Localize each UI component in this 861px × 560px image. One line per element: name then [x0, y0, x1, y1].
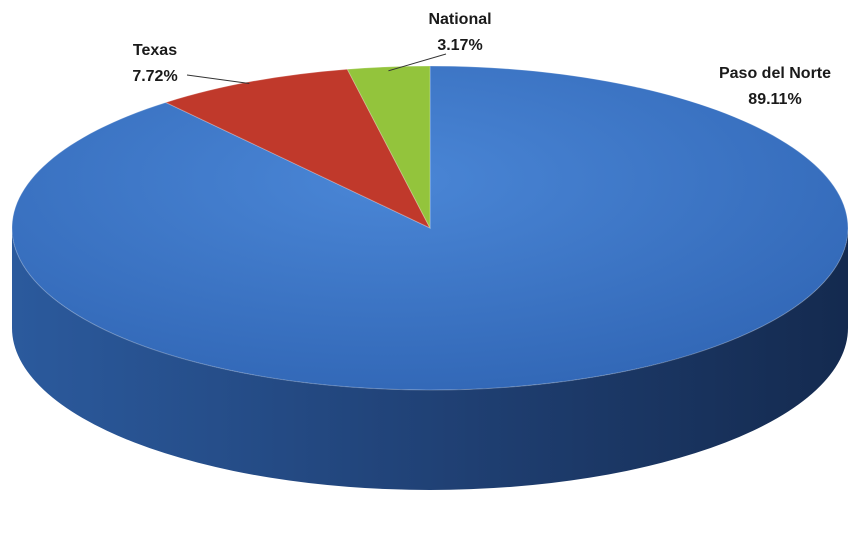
slice-value-texas: 7.72%	[132, 68, 177, 85]
pie-slice-national	[346, 65, 431, 229]
leader-line-texas	[186, 74, 250, 85]
leader-line-national	[388, 53, 447, 72]
slice-value-paso-del-norte: 89.11%	[748, 91, 801, 108]
pie-slice-paso-del-norte	[11, 65, 849, 391]
pie-label-layer: Paso del Norte 89.11% Texas 7.72% National 3.…	[132, 11, 831, 108]
pie-side-paso-del-norte	[12, 228, 848, 490]
slice-label-national: National	[428, 11, 491, 28]
pie-side-layer	[12, 228, 848, 490]
slice-label-texas: Texas	[133, 42, 177, 59]
pie-top-layer	[11, 65, 849, 391]
pie-slice-texas	[164, 68, 432, 230]
slice-label-paso-del-norte: Paso del Norte	[719, 65, 831, 82]
slice-value-national: 3.17%	[437, 37, 482, 54]
